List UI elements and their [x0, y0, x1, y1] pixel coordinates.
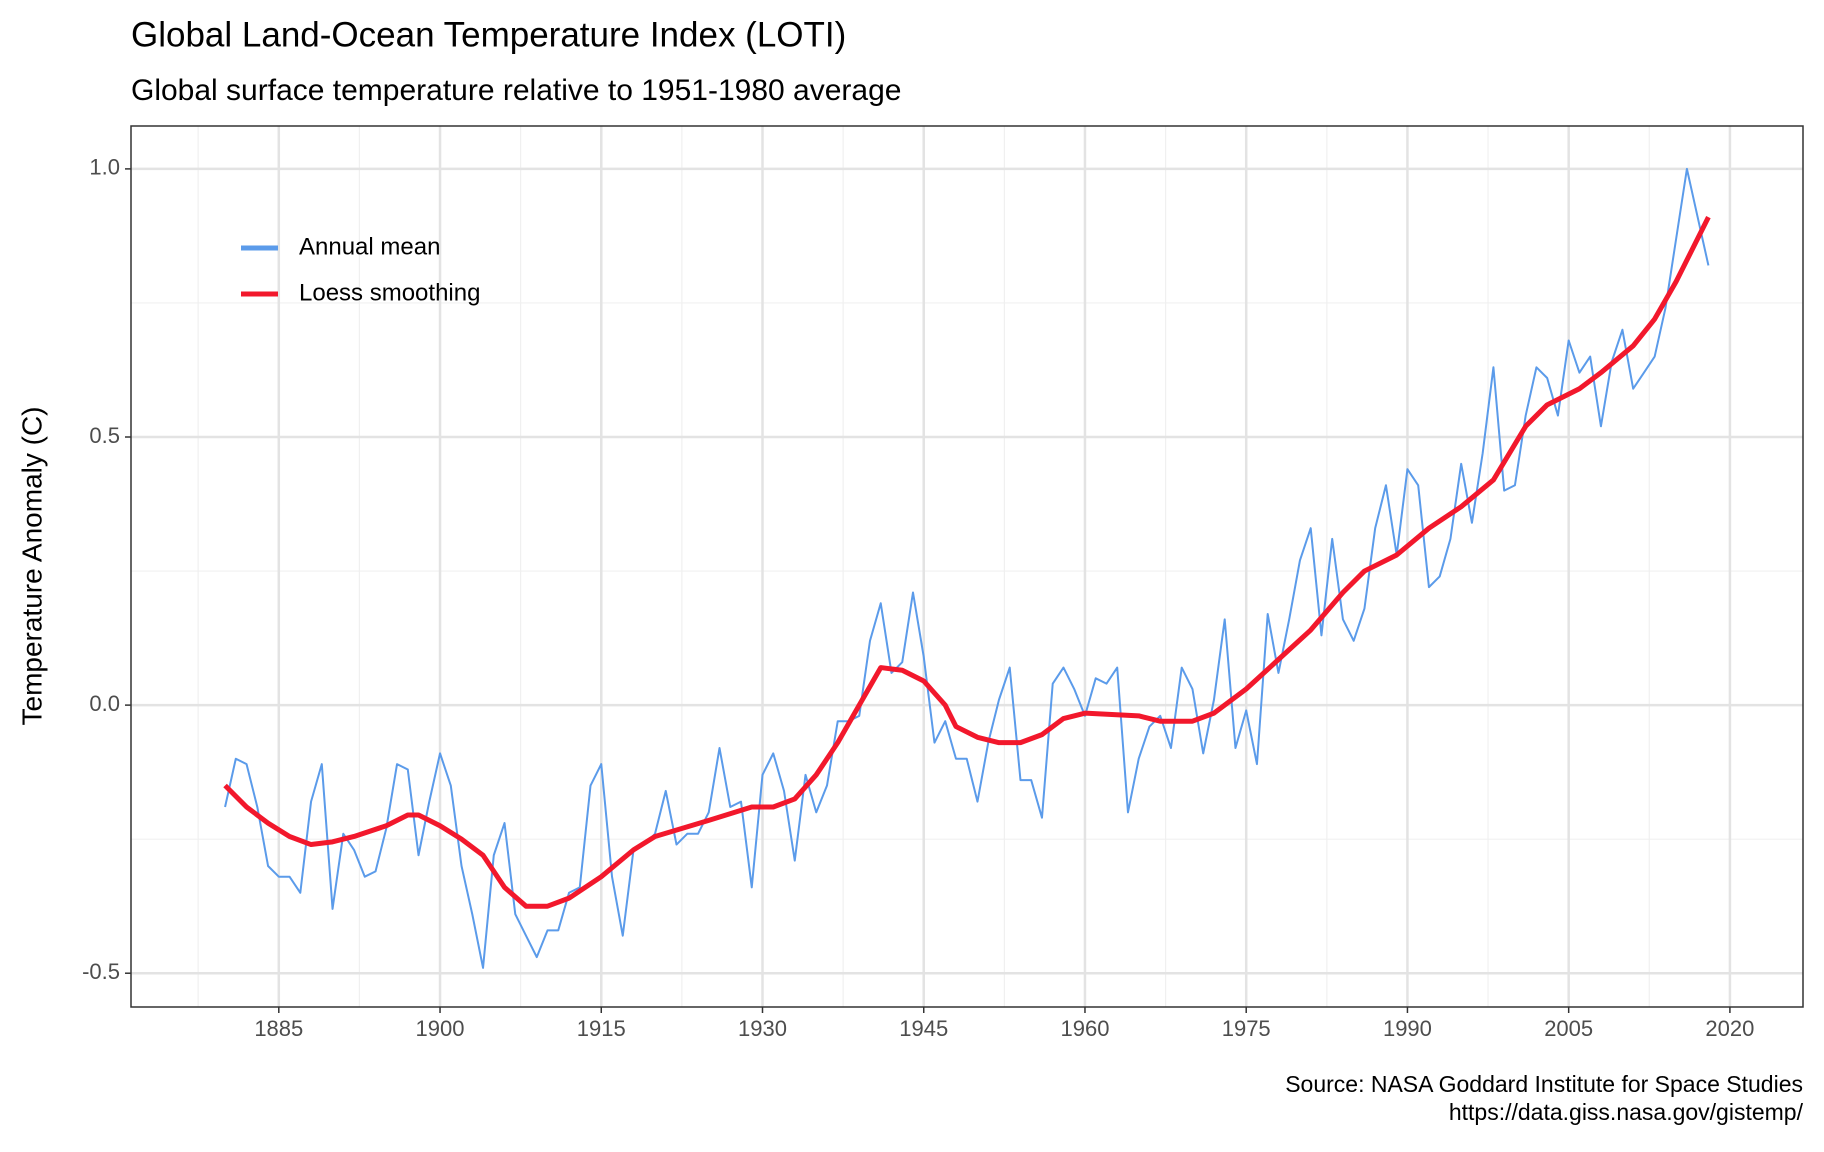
x-tick-label: 1945: [899, 1016, 948, 1041]
x-tick-label: 2005: [1544, 1016, 1593, 1041]
series-line: [223, 216, 1711, 909]
y-axis-title: Temperature Anomaly (C): [16, 406, 47, 725]
x-tick-label: 1885: [254, 1016, 303, 1041]
y-tick-label: -0.5: [82, 959, 120, 984]
x-tick-label: 1930: [738, 1016, 787, 1041]
y-tick-label: 0.5: [89, 423, 120, 448]
x-tick-label: 1975: [1222, 1016, 1271, 1041]
x-tick-label: 1915: [577, 1016, 626, 1041]
y-tick-label: 0.0: [89, 691, 120, 716]
legend-label: Annual mean: [299, 233, 440, 260]
panel-border: [130, 125, 1804, 1008]
x-tick-label: 1960: [1060, 1016, 1109, 1041]
legend-label: Loess smoothing: [299, 279, 480, 306]
x-tick-label: 1990: [1383, 1016, 1432, 1041]
caption: Source: NASA Goddard Institute for Space…: [1285, 1071, 1803, 1097]
y-tick-label: 1.0: [89, 155, 120, 180]
caption: https://data.giss.nasa.gov/gistemp/: [1449, 1099, 1804, 1125]
x-tick-label: 1900: [416, 1016, 465, 1041]
chart-subtitle: Global surface temperature relative to 1…: [131, 74, 901, 107]
x-tick-label: 2020: [1705, 1016, 1754, 1041]
chart-title: Global Land-Ocean Temperature Index (LOT…: [131, 15, 846, 54]
series-line: [224, 167, 1710, 969]
